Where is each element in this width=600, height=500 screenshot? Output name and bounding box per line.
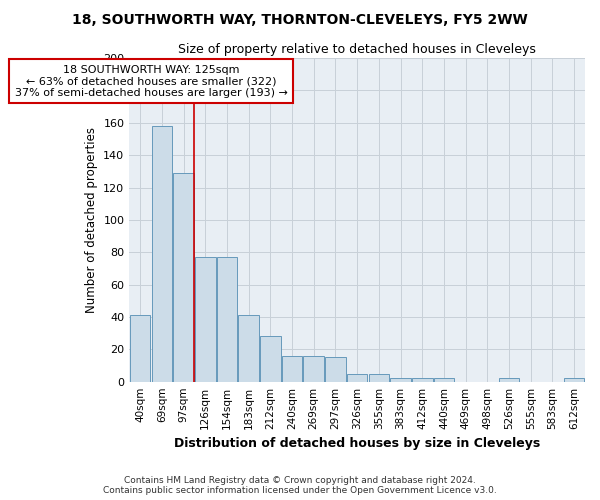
Bar: [152, 126, 172, 382]
Y-axis label: Number of detached properties: Number of detached properties: [85, 127, 98, 313]
Bar: [217, 257, 237, 382]
Text: 18, SOUTHWORTH WAY, THORNTON-CLEVELEYS, FY5 2WW: 18, SOUTHWORTH WAY, THORNTON-CLEVELEYS, …: [72, 12, 528, 26]
Text: Contains HM Land Registry data © Crown copyright and database right 2024.
Contai: Contains HM Land Registry data © Crown c…: [103, 476, 497, 495]
Bar: [238, 316, 259, 382]
Bar: [195, 257, 215, 382]
Bar: [304, 356, 324, 382]
Bar: [434, 378, 454, 382]
Bar: [347, 374, 367, 382]
Bar: [260, 336, 281, 382]
Bar: [368, 374, 389, 382]
Bar: [173, 173, 194, 382]
Bar: [325, 358, 346, 382]
Bar: [412, 378, 433, 382]
Bar: [282, 356, 302, 382]
Bar: [130, 316, 151, 382]
Bar: [390, 378, 411, 382]
X-axis label: Distribution of detached houses by size in Cleveleys: Distribution of detached houses by size …: [174, 437, 540, 450]
Bar: [499, 378, 520, 382]
Bar: [564, 378, 584, 382]
Text: 18 SOUTHWORTH WAY: 125sqm
← 63% of detached houses are smaller (322)
37% of semi: 18 SOUTHWORTH WAY: 125sqm ← 63% of detac…: [14, 64, 287, 98]
Title: Size of property relative to detached houses in Cleveleys: Size of property relative to detached ho…: [178, 42, 536, 56]
